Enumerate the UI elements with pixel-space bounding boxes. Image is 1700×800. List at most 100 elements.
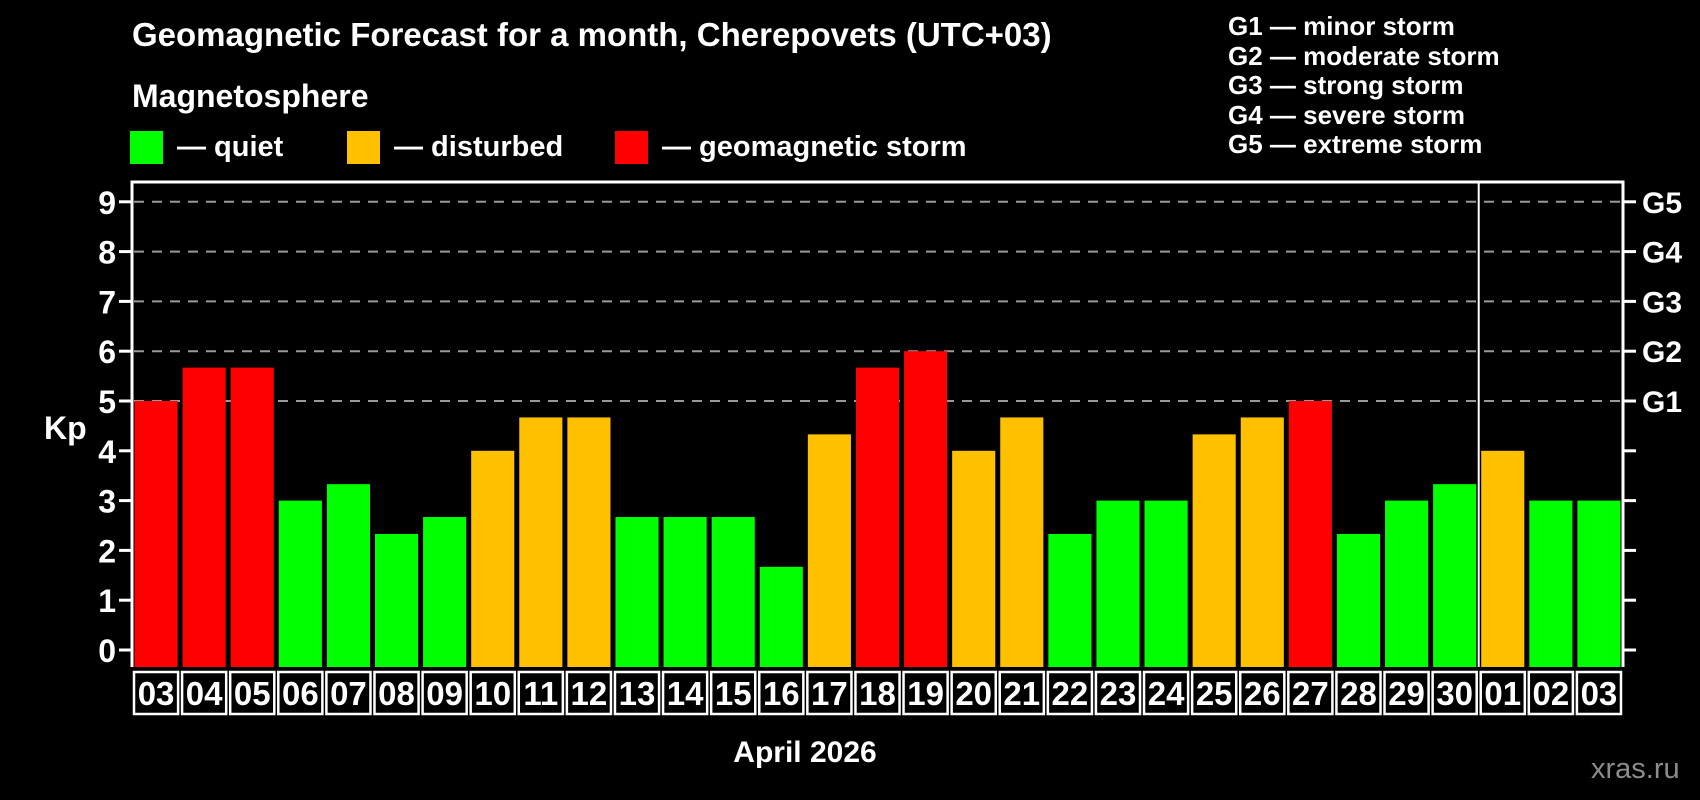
date-label-apr-21: 21 <box>1003 675 1040 712</box>
date-cell-apr-15 <box>709 670 757 716</box>
bar-apr-12 <box>567 417 611 667</box>
g-legend-line-g4: G4 — severe storm <box>1228 99 1466 130</box>
date-cell-apr-10 <box>469 670 517 716</box>
date-label-apr-06: 06 <box>282 675 319 712</box>
y-tick-label-3: 3 <box>98 484 116 520</box>
legend-label-disturbed: — disturbed <box>394 131 564 163</box>
date-cell-apr-29 <box>1383 670 1430 716</box>
bar-apr-21 <box>1000 417 1044 667</box>
bar-apr-10 <box>471 450 515 667</box>
disturbed-color-swatch <box>347 131 380 164</box>
date-cell-apr-23 <box>1094 670 1142 716</box>
date-cell-apr-12 <box>565 670 613 716</box>
bar-apr-24 <box>1144 500 1188 667</box>
date-cell-apr-30 <box>1431 670 1478 716</box>
date-cell-may-03 <box>1575 670 1623 716</box>
date-label-apr-27: 27 <box>1292 675 1329 712</box>
plot-frame <box>130 180 1625 667</box>
date-cell-apr-20 <box>950 670 997 716</box>
bar-may-02 <box>1529 500 1573 667</box>
date-label-apr-17: 17 <box>811 675 848 712</box>
chart-subtitle: Magnetosphere <box>132 78 369 114</box>
y-tick-label-6: 6 <box>98 334 116 370</box>
y-tick-label-2: 2 <box>98 533 116 569</box>
date-cell-apr-19 <box>902 670 949 716</box>
bar-apr-22 <box>1048 533 1092 667</box>
date-cell-apr-16 <box>758 670 805 716</box>
g-label-g1: G1 <box>1642 386 1682 419</box>
date-cell-apr-04 <box>180 670 228 716</box>
y-tick-label-8: 8 <box>98 235 116 271</box>
legend-label-storm: — geomagnetic storm <box>662 131 967 163</box>
g-scale-legend: G1 — minor storm G2 — moderate storm G3 … <box>1228 11 1500 160</box>
y-tick-label-4: 4 <box>98 434 116 470</box>
g-legend-line-g1: G1 — minor storm <box>1228 11 1455 41</box>
date-cell-may-01 <box>1479 670 1527 716</box>
date-cell-apr-21 <box>998 670 1046 716</box>
date-cell-apr-06 <box>277 670 324 716</box>
bar-may-01 <box>1481 450 1525 667</box>
bar-apr-14 <box>663 517 707 667</box>
date-cell-apr-07 <box>325 670 372 716</box>
bar-apr-05 <box>230 367 274 667</box>
date-cell-apr-24 <box>1142 670 1190 716</box>
bar-apr-20 <box>952 450 996 667</box>
date-label-apr-03: 03 <box>138 675 175 712</box>
date-label-apr-22: 22 <box>1052 675 1089 712</box>
date-label-apr-28: 28 <box>1340 675 1377 712</box>
date-cell-apr-28 <box>1335 670 1382 716</box>
g-label-g4: G4 <box>1642 237 1682 270</box>
bar-apr-06 <box>278 500 322 667</box>
legend-item-disturbed: — disturbed <box>347 131 563 164</box>
bar-apr-27 <box>1288 401 1332 667</box>
date-cell-apr-14 <box>661 670 709 716</box>
storm-color-swatch <box>615 131 648 164</box>
date-label-apr-29: 29 <box>1388 675 1425 712</box>
chart-title: Geomagnetic Forecast for a month, Cherep… <box>132 16 1052 53</box>
bar-apr-04 <box>182 367 226 667</box>
g-legend-line-g5: G5 — extreme storm <box>1228 129 1483 159</box>
date-cell-apr-25 <box>1190 670 1238 716</box>
y-tick-label-5: 5 <box>98 384 116 420</box>
date-label-apr-18: 18 <box>859 675 896 712</box>
date-label-apr-05: 05 <box>234 675 271 712</box>
bar-may-03 <box>1577 500 1621 667</box>
legend-item-quiet: — quiet <box>130 131 283 164</box>
date-label-apr-19: 19 <box>907 675 944 712</box>
g-legend-line-g3: G3 — strong storm <box>1228 70 1464 100</box>
bar-apr-28 <box>1336 533 1381 667</box>
bar-apr-16 <box>759 566 803 667</box>
date-label-may-03: 03 <box>1581 675 1618 712</box>
date-cell-apr-27 <box>1287 670 1334 716</box>
y-axis-title: Kp <box>44 410 87 446</box>
date-label-may-02: 02 <box>1532 675 1569 712</box>
date-cell-apr-13 <box>613 670 661 716</box>
quiet-color-swatch <box>130 131 163 164</box>
date-label-apr-24: 24 <box>1148 675 1185 712</box>
date-cell-apr-11 <box>517 670 565 716</box>
bar-apr-19 <box>904 351 948 667</box>
y-tick-label-7: 7 <box>98 284 116 320</box>
bar-apr-30 <box>1433 484 1477 667</box>
bar-apr-07 <box>326 484 370 667</box>
date-label-apr-20: 20 <box>955 675 992 712</box>
date-label-apr-13: 13 <box>619 675 656 712</box>
bar-apr-13 <box>615 517 659 667</box>
bar-apr-25 <box>1192 434 1236 667</box>
date-label-apr-26: 26 <box>1244 675 1281 712</box>
bar-apr-23 <box>1096 500 1140 667</box>
date-label-apr-08: 08 <box>378 675 415 712</box>
y-tick-label-9: 9 <box>98 185 116 221</box>
bar-apr-09 <box>423 517 467 667</box>
bar-apr-26 <box>1240 417 1284 667</box>
legend-label-quiet: — quiet <box>177 131 284 163</box>
date-label-apr-30: 30 <box>1436 675 1473 712</box>
date-cell-apr-09 <box>421 670 468 716</box>
bar-apr-11 <box>519 417 563 667</box>
date-cell-apr-05 <box>228 670 276 716</box>
date-label-apr-14: 14 <box>667 675 704 712</box>
bar-apr-08 <box>374 533 419 667</box>
date-label-apr-11: 11 <box>523 675 558 712</box>
date-cell-apr-22 <box>1046 670 1094 716</box>
